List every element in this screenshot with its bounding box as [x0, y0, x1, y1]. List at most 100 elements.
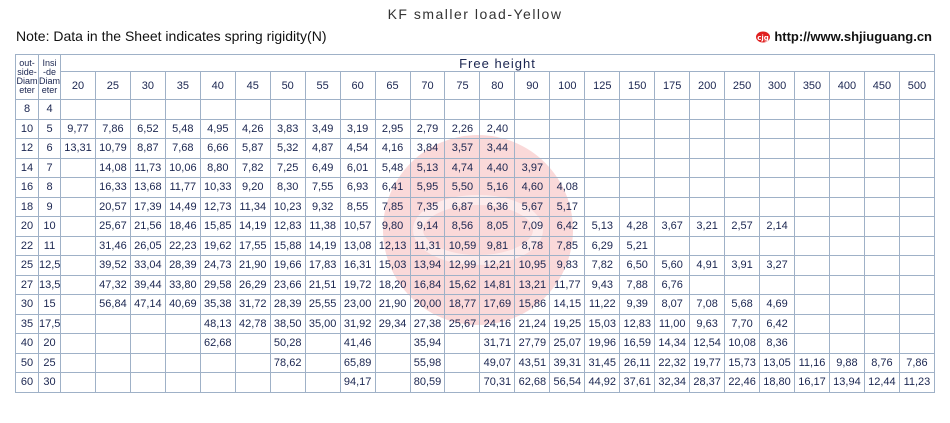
empty-cell — [304, 333, 341, 354]
empty-cell — [444, 333, 481, 354]
header-line: Insi — [42, 58, 57, 68]
empty-cell — [828, 333, 865, 354]
value-cell: 22,23 — [164, 235, 201, 256]
empty-cell — [60, 157, 96, 178]
empty-cell — [234, 333, 271, 354]
empty-cell — [794, 294, 830, 315]
value-cell: 5,50 — [444, 177, 481, 198]
value-cell: 3,44 — [479, 138, 516, 159]
value-cell: 16,84 — [409, 274, 446, 295]
diameter-cell: 22 — [15, 235, 39, 256]
height-header: 25 — [94, 71, 131, 100]
value-cell: 26,05 — [129, 235, 166, 256]
value-cell: 7,86 — [94, 118, 131, 139]
diameter-cell: 50 — [15, 352, 39, 373]
value-cell: 28,39 — [164, 255, 201, 276]
value-cell: 16,17 — [794, 372, 830, 393]
value-cell: 25,55 — [304, 294, 341, 315]
empty-cell — [759, 118, 796, 139]
value-cell: 23,66 — [269, 274, 306, 295]
value-cell: 49,07 — [479, 352, 516, 373]
value-cell: 21,24 — [514, 313, 551, 334]
value-cell: 80,59 — [409, 372, 446, 393]
value-cell: 17,39 — [129, 196, 166, 217]
value-cell: 27,38 — [409, 313, 446, 334]
empty-cell — [619, 196, 656, 217]
value-cell: 14,19 — [234, 216, 271, 237]
empty-cell — [863, 177, 900, 198]
empty-cell — [374, 372, 411, 393]
value-cell: 15,03 — [374, 255, 411, 276]
value-cell: 7,85 — [374, 196, 411, 217]
value-cell: 7,25 — [269, 157, 306, 178]
empty-cell — [863, 138, 900, 159]
empty-cell — [619, 118, 656, 139]
diameter-cell: 25 — [15, 255, 39, 276]
value-cell: 13,21 — [514, 274, 551, 295]
empty-cell — [724, 157, 761, 178]
value-cell: 25,67 — [444, 313, 481, 334]
diameter-cell: 60 — [15, 372, 39, 393]
empty-cell — [654, 157, 691, 178]
value-cell: 25,67 — [94, 216, 131, 237]
empty-cell — [724, 118, 761, 139]
empty-cell — [94, 313, 131, 334]
value-cell: 21,90 — [374, 294, 411, 315]
value-cell: 8,80 — [199, 157, 236, 178]
empty-cell — [759, 99, 796, 120]
empty-cell — [794, 196, 830, 217]
value-cell: 9,63 — [689, 313, 726, 334]
value-cell: 15,88 — [269, 235, 306, 256]
value-cell: 16,33 — [94, 177, 131, 198]
diameter-cell: 20 — [38, 333, 61, 354]
value-cell: 21,90 — [234, 255, 271, 276]
empty-cell — [60, 216, 96, 237]
value-cell: 29,58 — [199, 274, 236, 295]
value-cell: 70,31 — [479, 372, 516, 393]
value-cell: 39,44 — [129, 274, 166, 295]
empty-cell — [863, 235, 900, 256]
value-cell: 8,78 — [514, 235, 551, 256]
value-cell: 4,95 — [199, 118, 236, 139]
empty-cell — [863, 313, 900, 334]
value-cell: 17,69 — [479, 294, 516, 315]
diameter-cell: 5 — [38, 118, 61, 139]
empty-cell — [94, 99, 131, 120]
value-cell: 15,03 — [584, 313, 621, 334]
value-cell: 7,55 — [304, 177, 341, 198]
value-cell: 2,26 — [444, 118, 481, 139]
value-cell: 18,20 — [374, 274, 411, 295]
value-cell: 25,07 — [549, 333, 586, 354]
empty-cell — [374, 99, 411, 120]
value-cell: 12,13 — [374, 235, 411, 256]
table-row: 40 20 62,68 50,28 41,46 35,94 31,71 27,79 25,07 1… — [15, 333, 936, 354]
value-cell: 2,95 — [374, 118, 411, 139]
empty-cell — [514, 99, 551, 120]
table-row: 35 17,5 48,13 42,78 38,50 35,00 31,92 29,34 27,3… — [15, 313, 936, 334]
empty-cell — [689, 196, 726, 217]
empty-cell — [129, 372, 166, 393]
value-cell: 78,62 — [269, 352, 306, 373]
empty-cell — [794, 235, 830, 256]
height-header: 175 — [654, 71, 691, 100]
note: Note: Data in the Sheet indicates spring… — [16, 28, 327, 44]
height-header: 20 — [60, 71, 96, 100]
value-cell: 12,83 — [619, 313, 656, 334]
empty-cell — [724, 235, 761, 256]
empty-cell — [898, 313, 936, 334]
empty-cell — [898, 196, 936, 217]
url: cjg http://www.shjiuguang.cn — [755, 29, 932, 44]
value-cell: 12,54 — [689, 333, 726, 354]
value-cell: 6,42 — [759, 313, 796, 334]
value-cell: 13,05 — [759, 352, 796, 373]
value-cell: 11,34 — [234, 196, 271, 217]
empty-cell — [654, 118, 691, 139]
empty-cell — [164, 333, 201, 354]
value-cell: 6,50 — [619, 255, 656, 276]
empty-cell — [549, 118, 586, 139]
diameter-cell: 13,5 — [38, 274, 61, 295]
value-cell: 9,14 — [409, 216, 446, 237]
value-cell: 7,09 — [514, 216, 551, 237]
value-cell: 38,50 — [269, 313, 306, 334]
value-cell: 43,51 — [514, 352, 551, 373]
